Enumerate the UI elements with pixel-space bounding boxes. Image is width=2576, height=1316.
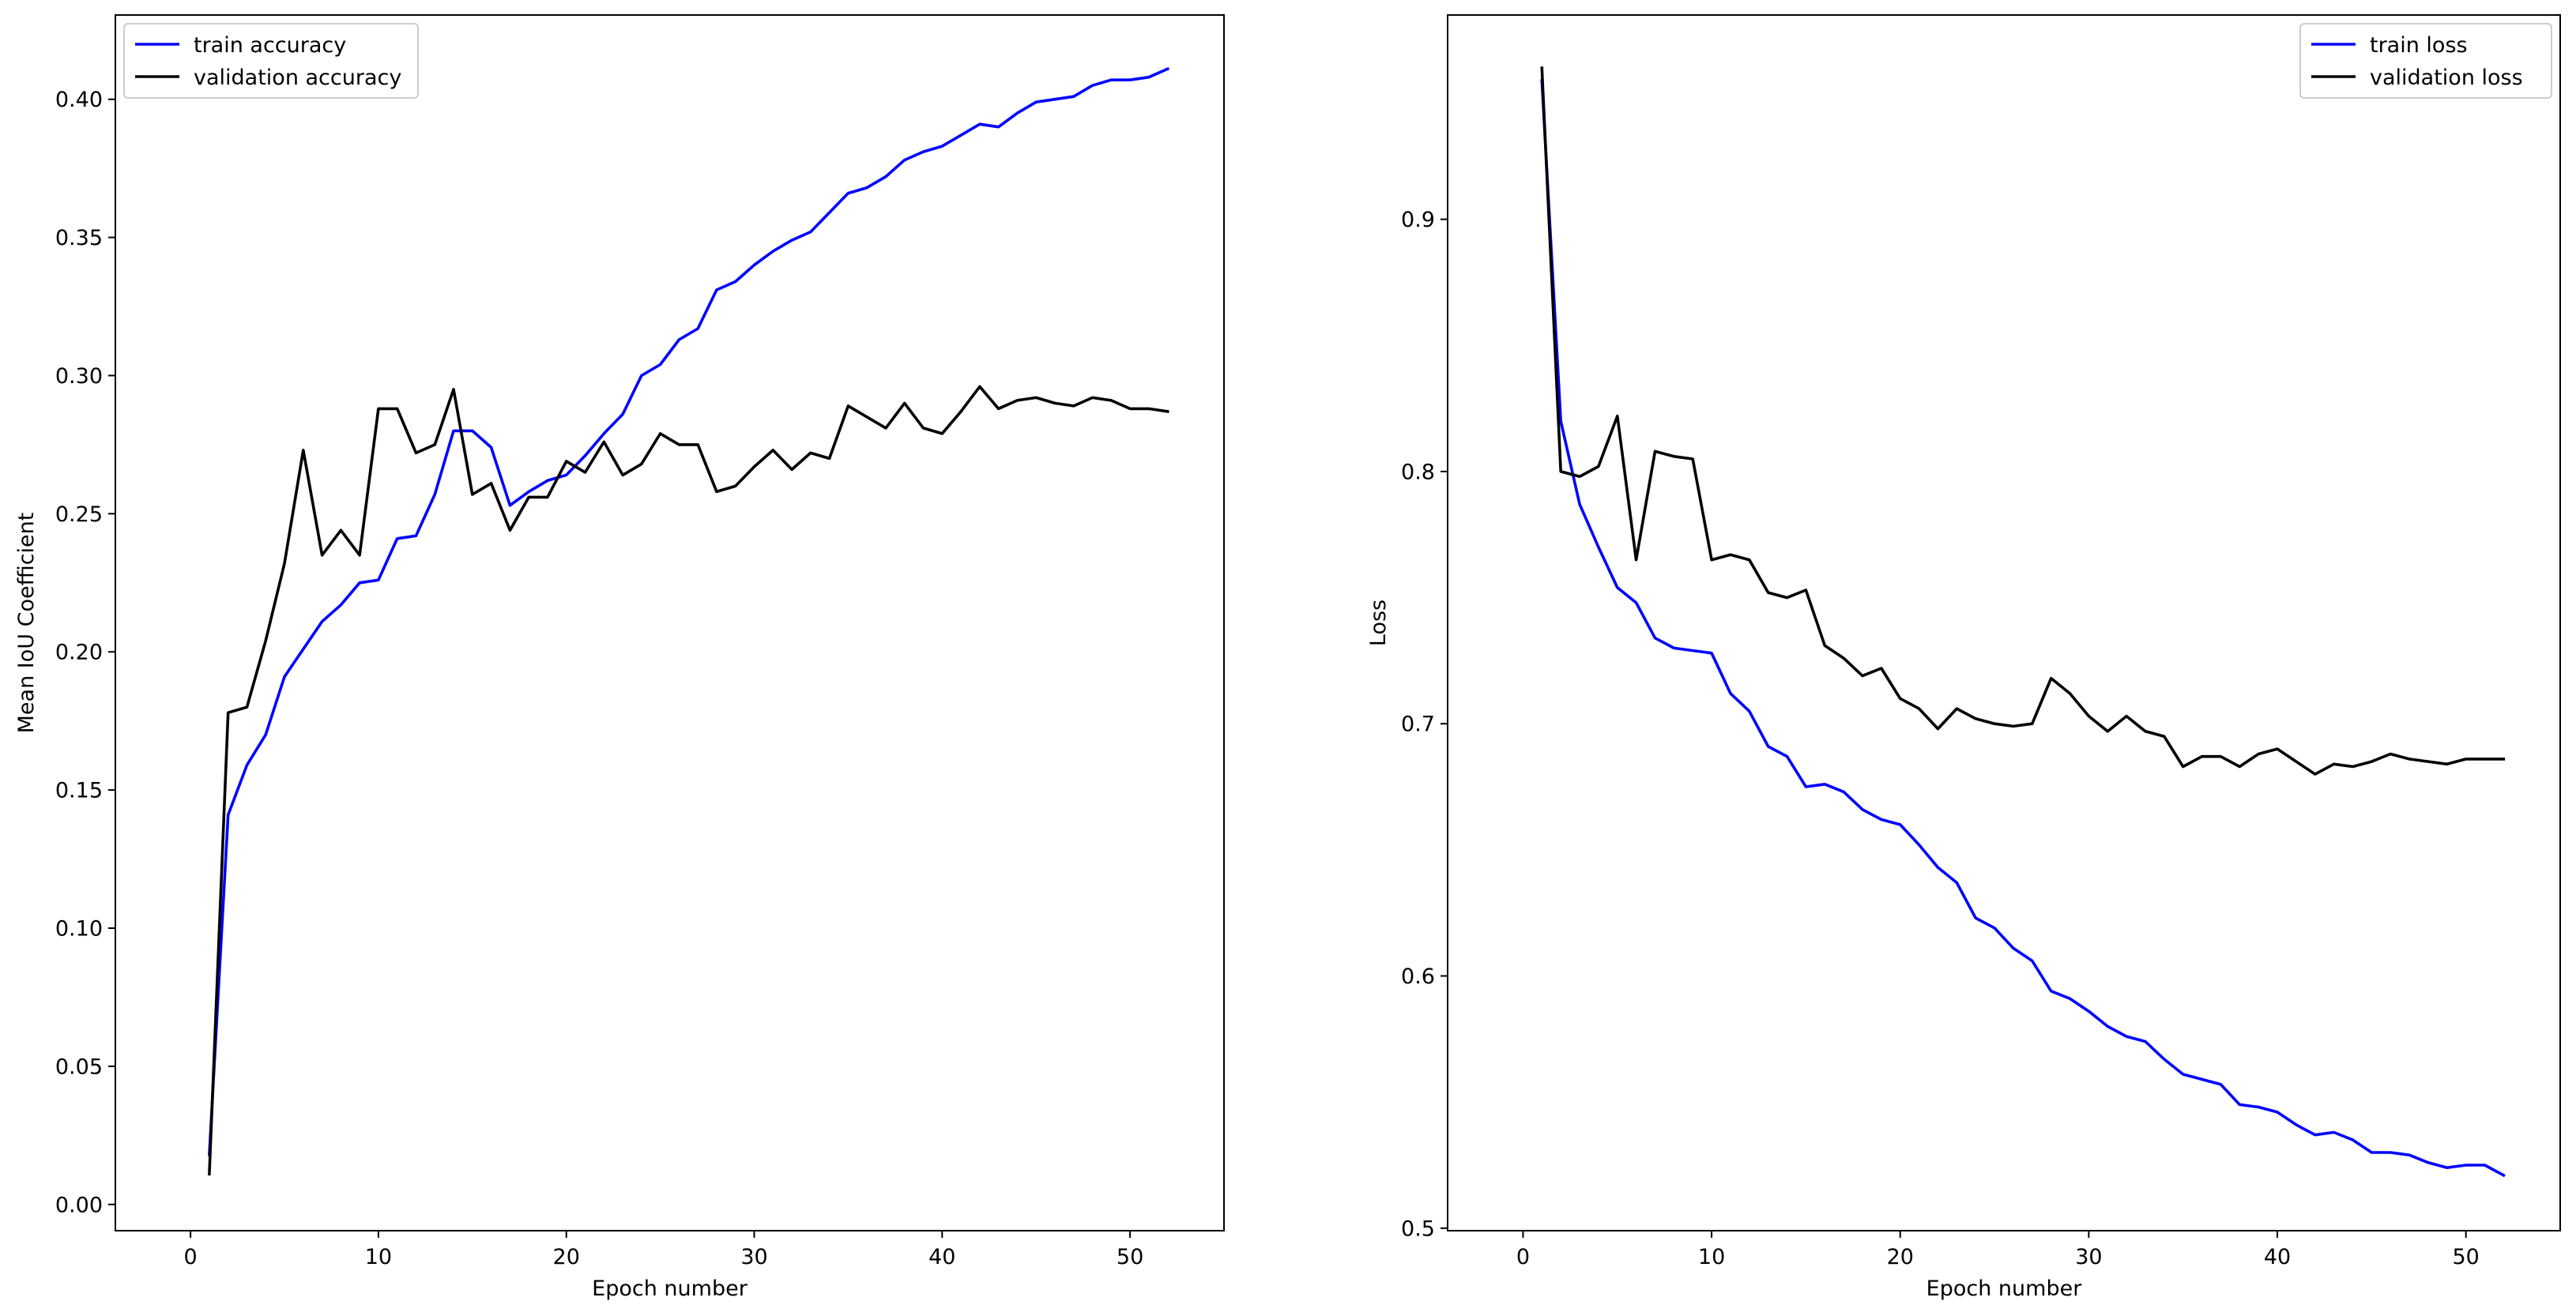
- accuracy-x-axis-label: Epoch number: [592, 1277, 748, 1301]
- accuracy-x-tick-label: 10: [365, 1245, 392, 1269]
- accuracy-legend-label: train accuracy: [194, 33, 346, 58]
- accuracy-series-line-train-accuracy: [208, 66, 1170, 1156]
- loss-x-axis-label: Epoch number: [1926, 1277, 2083, 1301]
- loss-x-tick-label: 0: [1516, 1245, 1530, 1269]
- accuracy-y-tick-label: 0.00: [55, 1193, 103, 1217]
- accuracy-y-axis-label: Mean IoU Coefficient: [14, 513, 39, 734]
- accuracy-y-tick-label: 0.20: [55, 641, 103, 665]
- loss-x-tick-label: 20: [1887, 1245, 1914, 1269]
- loss-x-tick-label: 50: [2452, 1245, 2479, 1269]
- accuracy-x-tick-label: 20: [553, 1245, 580, 1269]
- accuracy-y-tick-label: 0.25: [55, 502, 103, 527]
- accuracy-legend-label: validation accuracy: [194, 66, 401, 90]
- loss-legend: [2299, 23, 2552, 99]
- accuracy-x-tick-label: 30: [740, 1245, 767, 1269]
- loss-x-tick-label: 40: [2264, 1245, 2291, 1269]
- accuracy-x-tick-label: 50: [1117, 1245, 1143, 1269]
- accuracy-series-line-validation-accuracy: [208, 385, 1169, 1176]
- loss-y-tick-label: 0.7: [1401, 713, 1435, 737]
- loss-y-tick-label: 0.6: [1401, 964, 1435, 989]
- accuracy-x-tick-label: 0: [184, 1245, 198, 1269]
- accuracy-chart: 0 10 20 30 40 50 0.00 0.05 0.10 0.15 0.20 0.25 0.30 0…: [14, 14, 1225, 1301]
- accuracy-y-tick-label: 0.40: [55, 88, 103, 112]
- loss-plot-frame: [1447, 14, 2561, 1231]
- accuracy-y-tick-label: 0.30: [55, 364, 103, 389]
- loss-y-tick-label: 0.8: [1401, 460, 1435, 484]
- loss-x-tick-label: 10: [1698, 1245, 1725, 1269]
- accuracy-y-tick-label: 0.10: [55, 916, 103, 941]
- accuracy-y-tick-label: 0.35: [55, 226, 103, 250]
- accuracy-legend: [123, 23, 419, 99]
- loss-y-axis-label: Loss: [1366, 600, 1391, 646]
- accuracy-y-tick-label: 0.05: [55, 1055, 103, 1079]
- loss-series-line-train-loss: [1540, 79, 2506, 1178]
- accuracy-y-tick-label: 0.15: [55, 779, 103, 803]
- loss-y-tick-label: 0.9: [1401, 208, 1435, 232]
- loss-series-line-validation-loss: [1540, 66, 2506, 776]
- accuracy-x-tick-label: 40: [928, 1245, 955, 1269]
- loss-legend-label: validation loss: [2370, 66, 2523, 90]
- loss-legend-label: train loss: [2370, 33, 2468, 58]
- loss-x-tick-label: 30: [2075, 1245, 2102, 1269]
- loss-y-tick-label: 0.5: [1401, 1216, 1435, 1241]
- accuracy-plot-frame: [115, 14, 1225, 1231]
- loss-chart: 0 10 20 30 40 50 0.5 0.6 0.7 0.8 0.9 Epoch number Lo…: [1366, 14, 2561, 1301]
